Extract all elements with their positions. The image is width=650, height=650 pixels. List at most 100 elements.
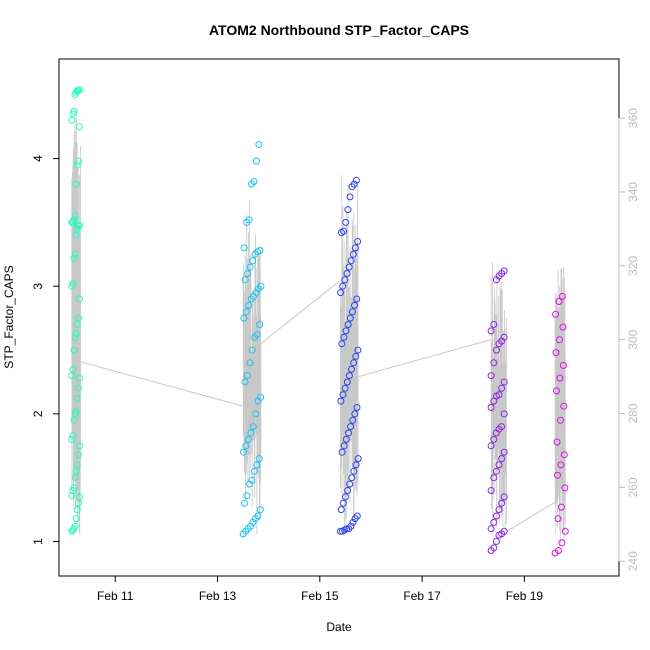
y-tick-label: 1 [31, 538, 45, 545]
y-axis-label: STP_Factor_CAPS [2, 265, 16, 368]
data-point [492, 538, 500, 545]
data-point [70, 107, 78, 115]
data-point [72, 407, 80, 415]
data-point [249, 423, 257, 431]
data-point [487, 442, 495, 450]
data-point [560, 451, 568, 459]
data-point [498, 499, 506, 507]
data-point [340, 442, 348, 450]
y-axis: 1 2 3 4 [31, 155, 60, 545]
x-axis: Feb 11 Feb 13 Feb 15 Feb 17 Feb 19 [97, 575, 544, 603]
data-point [353, 512, 361, 520]
data-point [241, 499, 248, 507]
data-point [354, 346, 362, 354]
data-point [244, 270, 252, 277]
data-point [247, 522, 254, 530]
data-points [68, 86, 569, 557]
data-point [350, 359, 358, 367]
trace-feb-19 [554, 266, 566, 547]
data-point [352, 461, 360, 469]
plot-frame [58, 58, 620, 577]
data-point [76, 123, 83, 131]
data-point [351, 301, 358, 309]
data-point [558, 539, 566, 547]
data-point [487, 404, 495, 411]
data-point [241, 276, 249, 284]
x-tick-label: Feb 19 [506, 589, 544, 603]
data-point [495, 461, 503, 469]
connector-line [80, 361, 244, 407]
y-right-tick-label: 300 [626, 329, 640, 349]
data-point [346, 193, 354, 201]
data-point [76, 374, 83, 382]
data-point [73, 506, 81, 514]
data-point [345, 372, 353, 380]
data-point [252, 410, 260, 418]
data-point [250, 178, 258, 185]
data-point [69, 526, 77, 534]
data-point [353, 404, 361, 411]
data-point [347, 423, 355, 431]
data-point [556, 374, 564, 382]
data-point [500, 493, 508, 501]
data-point [70, 254, 78, 262]
data-point [344, 487, 352, 494]
data-point [244, 435, 252, 443]
y-right-tick-label: 340 [626, 182, 640, 202]
y-tick-label: 2 [31, 410, 45, 417]
data-point [342, 218, 350, 226]
y-tick-label: 3 [31, 283, 45, 290]
data-point [245, 216, 253, 224]
x-tick-label: Feb 17 [403, 589, 441, 603]
data-point [354, 238, 362, 245]
data-point [346, 480, 354, 488]
data-point [74, 157, 82, 165]
data-point [249, 257, 257, 265]
data-point [338, 340, 346, 348]
connector-line [260, 280, 341, 344]
data-point [246, 359, 254, 367]
data-point [347, 257, 355, 265]
data-point [240, 244, 248, 252]
data-point [73, 461, 81, 469]
data-point [76, 221, 83, 229]
data-point [338, 448, 346, 456]
data-point [69, 365, 77, 373]
data-point [561, 527, 569, 535]
data-point [500, 267, 508, 275]
data-point [349, 416, 357, 424]
data-point [74, 451, 82, 459]
x-tick-label: Feb 13 [199, 589, 237, 603]
data-point [557, 503, 565, 511]
x-axis-label: Date [326, 620, 352, 634]
data-point [241, 378, 249, 386]
data-point [341, 384, 349, 392]
data-point [68, 435, 76, 443]
data-point [555, 547, 562, 554]
data-point [70, 416, 78, 424]
data-point [352, 352, 360, 360]
data-point [351, 410, 359, 418]
data-point [498, 384, 506, 392]
data-point [353, 295, 361, 303]
data-point [500, 410, 508, 418]
data-point [554, 471, 561, 479]
data-point [342, 435, 350, 443]
data-point [559, 323, 567, 331]
data-point [341, 493, 349, 501]
y-right-tick-label: 320 [626, 255, 640, 275]
data-point [492, 512, 500, 520]
data-point [492, 346, 500, 354]
y-right-tick-label: 260 [626, 477, 640, 497]
data-point [498, 455, 506, 463]
data-point [340, 333, 348, 341]
data-point [487, 372, 495, 380]
data-point [71, 212, 79, 220]
data-point [345, 263, 353, 271]
data-point [68, 116, 76, 124]
data-point [490, 359, 498, 367]
data-point [70, 484, 78, 492]
data-point [72, 467, 80, 475]
data-point [76, 86, 83, 94]
